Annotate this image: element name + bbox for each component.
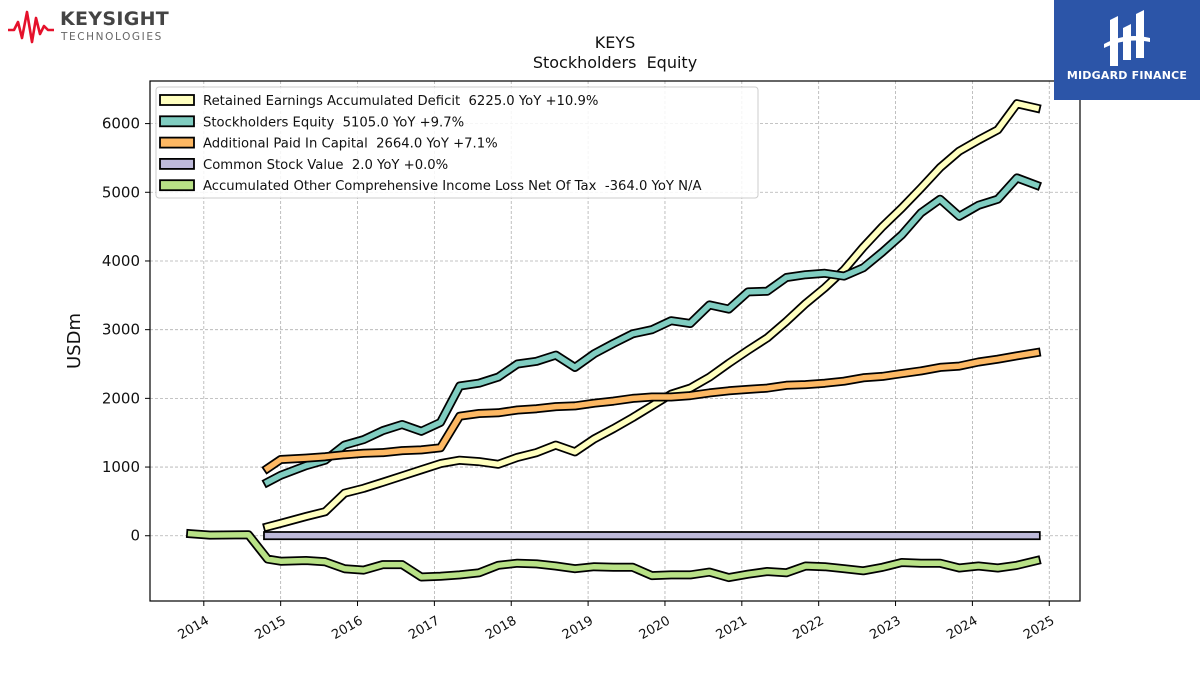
legend-swatch xyxy=(159,157,195,170)
x-tick-label: 2015 xyxy=(253,613,289,643)
x-tick-label: 2021 xyxy=(714,613,750,643)
series-line-2 xyxy=(261,173,1042,489)
series-stroke xyxy=(263,349,1040,473)
y-tick-label: 1000 xyxy=(102,458,140,476)
x-tick-label: 2019 xyxy=(560,613,596,643)
x-tick-label: 2020 xyxy=(637,613,673,643)
y-tick-label: 0 xyxy=(130,527,140,545)
chart-title: KEYS xyxy=(594,33,636,52)
legend-swatch xyxy=(159,136,195,149)
keysight-logo-name: KEYSIGHT xyxy=(60,8,170,30)
x-tick-label: 2025 xyxy=(1021,613,1057,643)
series-stroke xyxy=(263,175,1040,486)
midgard-mark-icon xyxy=(1104,10,1150,66)
keysight-logo: KEYSIGHT TECHNOLOGIES xyxy=(6,4,176,46)
y-tick-label: 5000 xyxy=(102,183,140,201)
y-axis-label: USDm xyxy=(64,313,85,369)
keysight-logo-sub: TECHNOLOGIES xyxy=(61,31,163,43)
series-line-3 xyxy=(261,347,1042,475)
series-line-1 xyxy=(262,99,1042,533)
y-tick-label: 6000 xyxy=(102,115,140,133)
series-outline xyxy=(185,528,1042,583)
y-tick-label: 2000 xyxy=(102,389,140,407)
legend-box xyxy=(155,86,759,199)
midgard-finance-logo: MIDGARD FINANCE xyxy=(1054,0,1200,100)
legend-entry: Additional Paid In Capital 2664.0 YoY +7… xyxy=(203,137,498,152)
series-stroke xyxy=(264,100,1040,531)
x-tick-label: 2023 xyxy=(867,613,903,643)
y-axis: 0 1000 2000 3000 4000 5000 6000 xyxy=(102,115,150,545)
x-tick-label: 2017 xyxy=(406,613,442,643)
legend-entry: Stockholders Equity 5105.0 YoY +9.7% xyxy=(203,115,464,130)
legend-swatch xyxy=(159,115,195,128)
x-tick-label: 2018 xyxy=(483,613,519,643)
legend-swatch xyxy=(159,179,195,192)
series-stroke xyxy=(187,530,1040,581)
legend-entry: Accumulated Other Comprehensive Income L… xyxy=(203,179,701,194)
x-axis: 2014 2015 2016 2017 2018 2019 2020 2021 2022 2023… xyxy=(176,601,1057,643)
legend-entry: Retained Earnings Accumulated Deficit 62… xyxy=(203,94,598,109)
keysight-wave-icon xyxy=(8,10,54,44)
chart-subtitle: Stockholders Equity xyxy=(532,53,698,72)
series-line-5 xyxy=(185,528,1042,583)
x-tick-label: 2024 xyxy=(944,613,980,643)
x-tick-label: 2022 xyxy=(791,613,827,643)
x-tick-label: 2016 xyxy=(329,613,365,643)
legend-entry: Common Stock Value 2.0 YoY +0.0% xyxy=(203,158,448,173)
legend: Retained Earnings Accumulated Deficit 62… xyxy=(155,86,759,199)
series-lines xyxy=(185,99,1042,583)
y-tick-label: 4000 xyxy=(102,252,140,270)
legend-swatch xyxy=(159,94,195,106)
plot-frame xyxy=(149,80,1081,602)
x-tick-label: 2014 xyxy=(176,613,212,643)
midgard-logo-name: MIDGARD FINANCE xyxy=(1066,69,1188,82)
y-tick-label: 3000 xyxy=(102,321,140,339)
